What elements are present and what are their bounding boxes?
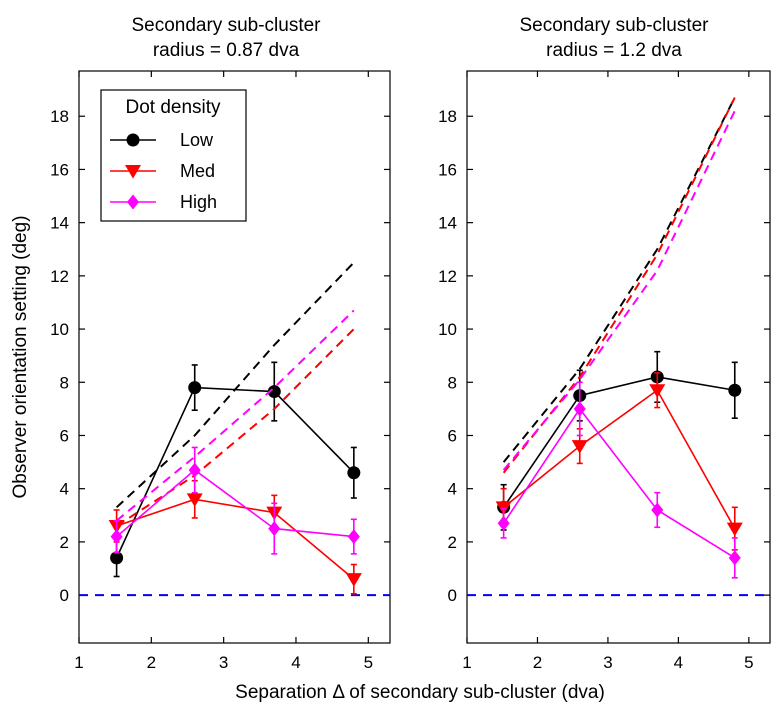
panel-right-high-prediction-line	[502, 110, 736, 471]
panel-left-med-series-line	[116, 498, 355, 580]
panel-right-high-point	[573, 401, 586, 417]
panel-left-y-tick-label: 12	[50, 267, 69, 286]
panel-left-low-point	[110, 551, 124, 565]
panel-right-high-series-line	[502, 407, 736, 559]
panel-left-y-tick-label: 18	[50, 107, 69, 126]
legend-low-marker	[126, 133, 140, 147]
panel-left-high-point	[347, 529, 360, 545]
panel-right: Secondary sub-cluster radius = 1.2 dva 1…	[438, 15, 771, 672]
panel-right-y-tick-label: 0	[448, 586, 457, 605]
panel-left-low-point	[347, 466, 361, 480]
panel-left-x-tick-label: 5	[364, 653, 373, 672]
panel-left-low-prediction-line	[115, 261, 355, 509]
panel-left-x-tick-label: 2	[147, 653, 156, 672]
panel-right-low-prediction-line	[502, 97, 736, 463]
panel-right-frame	[466, 70, 771, 644]
panel-left-high-point	[268, 521, 281, 537]
panel-right-title-line1: Secondary sub-cluster	[519, 15, 709, 36]
panel-left-y-tick-label: 2	[60, 533, 69, 552]
panel-left-frame	[78, 70, 391, 644]
legend: Dot density Low Med High	[100, 89, 247, 222]
panel-left-y-tick-label: 14	[50, 214, 69, 233]
panel-right-low-point	[728, 383, 742, 397]
panel-right-high-point	[497, 515, 510, 531]
panel-left: Secondary sub-cluster radius = 0.87 dva …	[50, 15, 391, 672]
legend-box	[100, 89, 247, 222]
panel-left-high-series-line	[116, 469, 354, 538]
panel-right-med-prediction-line	[502, 97, 736, 474]
legend-title: Dot density	[125, 97, 221, 118]
legend-high-label: High	[180, 192, 217, 212]
legend-med-marker	[125, 165, 141, 179]
panel-right-y-tick-label: 14	[438, 214, 457, 233]
panel-left-y-tick-label: 10	[50, 320, 69, 339]
panel-right-x-tick-label: 1	[462, 653, 471, 672]
panel-right-med-point	[649, 384, 666, 398]
panel-left-high-point	[188, 462, 201, 478]
panel-right-y-tick-label: 12	[438, 267, 457, 286]
panel-right-x-tick-label: 5	[744, 653, 753, 672]
panel-right-title-line2: radius = 1.2 dva	[546, 40, 682, 61]
panel-left-y-tick-label: 8	[60, 373, 69, 392]
panel-right-y-tick-label: 2	[448, 533, 457, 552]
panel-right-med-series-line	[503, 389, 736, 529]
panel-right-x-tick-label: 2	[533, 653, 542, 672]
panel-right-y-tick-label: 16	[438, 160, 457, 179]
panel-right-x-tick-label: 4	[674, 653, 683, 672]
panel-right-med-point	[726, 522, 743, 537]
panel-left-x-tick-label: 4	[291, 653, 300, 672]
panel-left-y-tick-label: 0	[60, 586, 69, 605]
y-axis-label: Observer orientation setting (deg)	[10, 215, 31, 498]
panel-right-high-point	[651, 502, 664, 518]
panel-right-y-tick-label: 10	[438, 320, 457, 339]
x-axis-label: Separation Δ of secondary sub-cluster (d…	[235, 682, 605, 703]
panel-left-low-point	[188, 381, 202, 395]
panel-left-low-series-line	[115, 386, 355, 559]
panel-right-low-series-line	[502, 376, 735, 508]
panel-right-high-point	[728, 550, 741, 566]
panel-left-med-point	[186, 493, 203, 507]
panel-right-y-tick-label: 4	[448, 480, 457, 499]
panel-right-y-tick-label: 8	[448, 373, 457, 392]
panel-left-y-tick-label: 6	[60, 426, 69, 445]
panel-right-y-tick-label: 6	[448, 426, 457, 445]
panel-left-med-point	[345, 573, 362, 587]
panel-left-high-point	[110, 529, 123, 545]
panel-left-x-tick-label: 3	[219, 653, 228, 672]
panel-left-title-line1: Secondary sub-cluster	[131, 15, 321, 36]
panel-left-med-prediction-line	[116, 328, 355, 527]
panel-right-y-tick-label: 18	[438, 107, 457, 126]
panel-left-title-line2: radius = 0.87 dva	[153, 40, 300, 61]
panel-left-high-prediction-line	[115, 309, 355, 522]
panel-left-x-tick-label: 1	[74, 653, 83, 672]
panel-left-y-tick-label: 16	[50, 160, 69, 179]
panel-right-med-point	[571, 440, 588, 454]
legend-high-marker	[127, 194, 139, 210]
panel-right-x-tick-label: 3	[603, 653, 612, 672]
legend-med-label: Med	[180, 161, 215, 181]
legend-low-label: Low	[180, 130, 214, 150]
panel-left-y-tick-label: 4	[60, 480, 69, 499]
panel-left-low-point	[267, 385, 281, 399]
